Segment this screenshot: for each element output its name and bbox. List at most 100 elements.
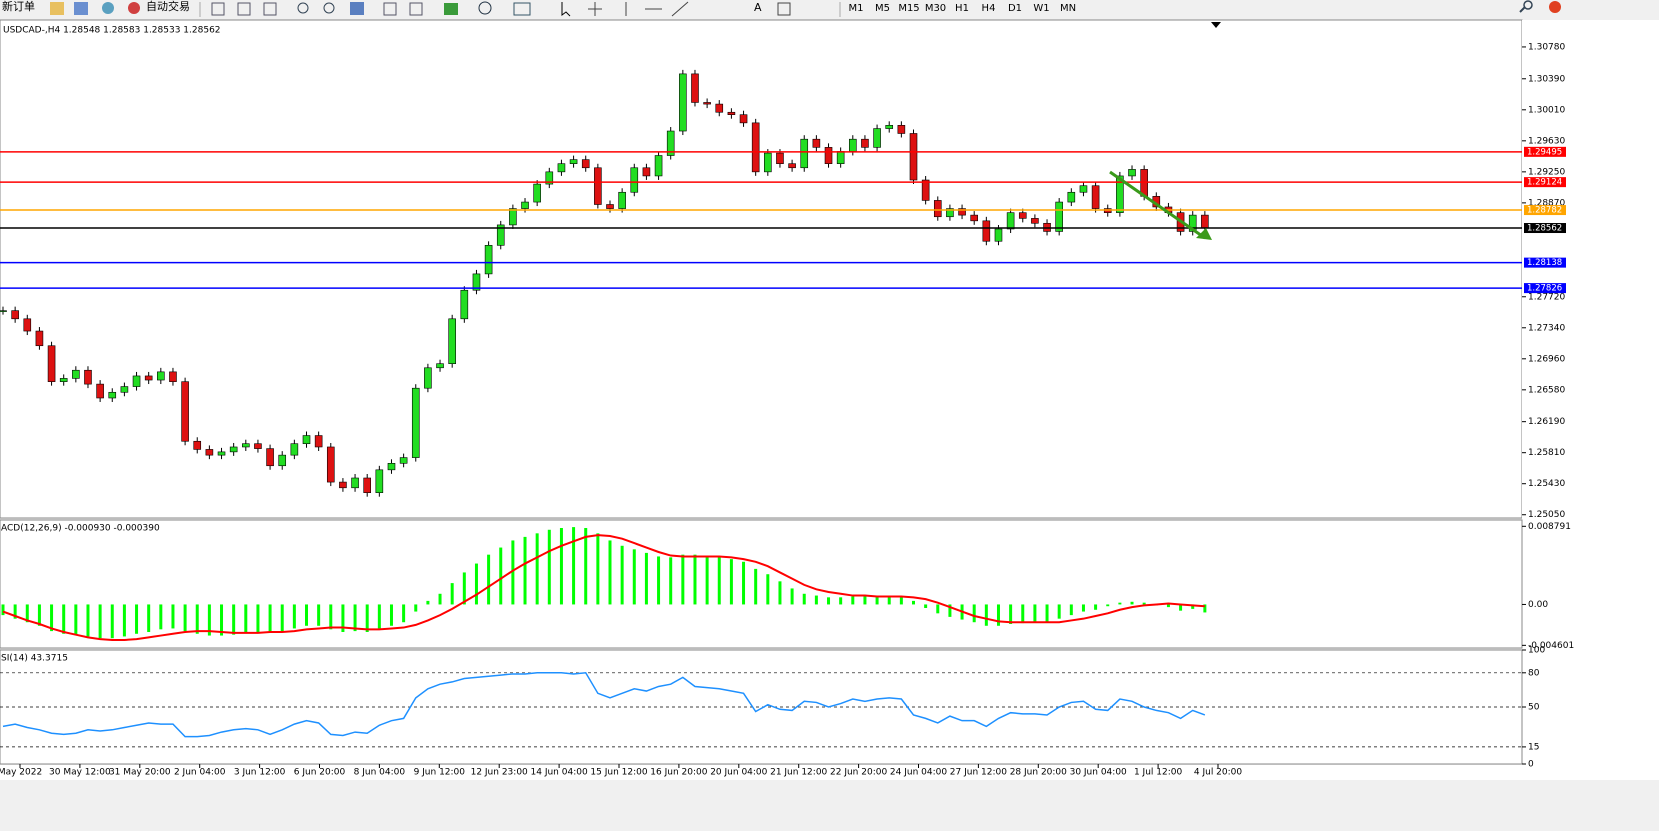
icon[interactable] [50,2,64,15]
icon[interactable] [409,2,423,16]
auto-trading[interactable]: 自动交易 [146,0,190,13]
macd-bar [195,604,199,634]
candle [970,214,979,222]
level-label-box [1524,205,1566,216]
time-label: 24 Jun 04:00 [890,768,947,778]
icon[interactable] [211,2,225,16]
macd-bar [426,600,430,605]
macd-bar [122,604,126,637]
icon[interactable] [102,2,114,14]
macd-bar [13,604,17,619]
cursor[interactable] [561,2,571,17]
macd-bar [280,604,284,632]
candle [144,375,153,381]
zoom-in[interactable] [297,2,309,14]
timeframe[interactable]: H1 [955,3,969,14]
candle [302,435,311,445]
macd-bar [268,604,272,632]
macd-bar [438,593,442,605]
macd-bar [135,604,139,634]
timeframe[interactable]: M15 [898,3,919,14]
icon[interactable] [263,2,277,16]
timeframe[interactable]: M30 [925,3,946,14]
candle [132,375,141,387]
timeframe[interactable]: W1 [1033,3,1049,14]
notifications[interactable] [1549,1,1561,13]
new-order[interactable]: 新订单 [2,0,35,13]
macd-bar [669,557,673,605]
search[interactable] [1519,6,1526,13]
templates[interactable] [513,2,531,16]
timeframe[interactable]: H4 [982,3,996,14]
auto-trading-icon[interactable] [128,2,140,14]
crosshair[interactable] [588,2,602,16]
icon[interactable] [74,2,88,15]
candle [1116,175,1124,213]
draw-tools[interactable] [625,1,689,17]
macd-bar [827,597,831,605]
candle [424,367,432,389]
icon[interactable] [237,2,251,16]
timeframe[interactable]: MN [1060,3,1076,14]
level-label: 1.28138 [1527,258,1562,268]
timeframe[interactable]: M5 [875,3,890,14]
text-tool[interactable]: A [754,1,762,14]
candle [788,163,796,169]
macd-bar [936,604,940,614]
macd-bar [256,604,260,632]
macd-bar [37,604,41,626]
candle [581,159,590,169]
macd-bar [171,604,175,629]
candle [618,191,626,209]
macd-bar [207,604,211,636]
time-label: 9 Jun 12:00 [414,768,466,778]
macd-bar [1045,604,1049,623]
candle [642,167,651,177]
time-label: 16 Jun 20:00 [650,768,707,778]
macd-bar [657,556,661,605]
candle [484,245,493,275]
macd-bar [802,593,806,605]
candle [254,443,262,449]
macd-bar [523,536,527,605]
macd-bar [292,604,296,629]
level-label: 1.27826 [1527,284,1562,294]
macd-bar [377,604,381,629]
macd-bar [729,559,733,605]
zoom-out[interactable] [323,2,335,14]
candle [666,130,675,156]
trend-arrow [1109,170,1206,240]
macd-bar [996,604,1000,626]
indicators[interactable] [444,3,458,15]
search[interactable] [1523,0,1533,10]
y-tick-label: 1.26960 [1528,354,1565,364]
time-label: 2 Jun 04:00 [174,768,226,778]
periods[interactable] [478,1,492,15]
toolbar [0,0,1659,19]
timeframe[interactable]: M1 [849,3,864,14]
macd-bar [414,604,418,612]
y-tick-label: 80 [1528,668,1540,678]
icon[interactable] [383,2,397,16]
y-tick-label: 1.26580 [1528,385,1565,395]
candle [411,387,420,458]
time-label: 15 Jun 12:00 [590,768,647,778]
timeframe[interactable]: D1 [1008,3,1022,14]
macd-bar [341,604,345,632]
label-tool[interactable] [777,2,791,16]
candle [630,167,639,193]
candle [47,345,56,382]
macd-bar [984,604,988,626]
macd-bar [487,554,491,605]
macd-bar [98,604,102,639]
candle [278,454,287,467]
candle [266,448,274,467]
candle [72,369,80,379]
icon[interactable] [350,2,364,15]
level-label: 1.29495 [1527,147,1562,157]
macd-bar [159,604,163,630]
candle [314,435,323,448]
macd-bar [1179,604,1183,611]
candle [496,224,505,246]
